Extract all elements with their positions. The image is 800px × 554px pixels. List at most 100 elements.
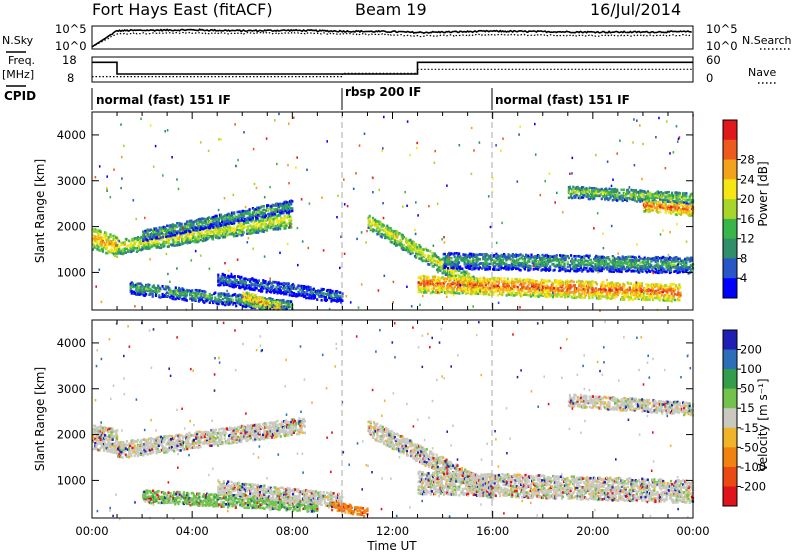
power-cell [673, 288, 677, 292]
power-cell [629, 282, 633, 285]
power-cell [227, 219, 230, 223]
power-cell [657, 294, 660, 298]
power-cell [400, 235, 403, 239]
power-cell [610, 288, 613, 292]
power-cell [471, 277, 474, 281]
power-cell [219, 228, 222, 232]
power-cell [512, 280, 515, 284]
power-cell [440, 290, 443, 293]
power-cell [494, 260, 497, 264]
power-cell [524, 281, 527, 285]
power-cell [252, 300, 255, 304]
power-cell [610, 268, 613, 271]
power-cell [513, 287, 516, 291]
power-cell [254, 231, 257, 234]
power-cell [204, 231, 207, 234]
power-cell [114, 241, 118, 245]
power-cell [627, 265, 630, 269]
power-cell [246, 298, 249, 301]
power-cell [240, 222, 243, 226]
power-cell [461, 280, 464, 283]
power-cell [664, 297, 667, 300]
power-cell [411, 245, 414, 248]
power-cell [443, 262, 446, 265]
power-cell [164, 285, 167, 288]
power-cell [468, 287, 471, 291]
power-cell [221, 302, 225, 306]
power-cell [241, 216, 245, 219]
power-cell [607, 262, 610, 266]
power-cell [156, 243, 159, 246]
power-cell [530, 253, 533, 257]
power-cell [566, 295, 569, 299]
power-cell [140, 248, 143, 252]
power-cell [568, 293, 571, 296]
power-cell [593, 195, 596, 199]
power-cell [272, 284, 275, 288]
power-cell [539, 265, 542, 268]
power-cell [567, 256, 570, 260]
power-cell [512, 266, 516, 269]
power-cell [428, 254, 431, 258]
power-cell [490, 289, 493, 293]
power-cell [264, 219, 267, 222]
power-cell [151, 292, 154, 296]
power-cell [557, 287, 560, 290]
power-cell [160, 231, 163, 234]
power-cell [483, 266, 486, 269]
power-cell [192, 233, 195, 237]
power-cell [664, 293, 667, 297]
power-cell [522, 283, 525, 286]
power-cell [634, 297, 637, 300]
power-cell [573, 194, 576, 198]
power-cell [690, 259, 693, 262]
power-cell [587, 288, 590, 291]
power-cell [189, 224, 192, 227]
power-cell [415, 243, 418, 246]
power-cell [599, 188, 602, 192]
power-cell [447, 266, 450, 270]
power-cell [463, 263, 466, 266]
power-cell [654, 283, 657, 286]
power-cell [302, 285, 306, 288]
power-cell [139, 238, 142, 242]
power-cell [174, 289, 177, 292]
power-cell [458, 252, 461, 255]
power-cell [665, 289, 668, 293]
power-cell [485, 290, 488, 294]
power-cell [621, 298, 624, 301]
power-cell [564, 256, 567, 260]
power-cell [107, 250, 110, 253]
power-cell [206, 294, 209, 298]
power-cell [611, 198, 614, 202]
power-cell [523, 261, 527, 265]
power-cell [392, 233, 396, 236]
power-cell [673, 298, 677, 302]
power-cell [207, 236, 210, 240]
power-cell [248, 278, 251, 281]
power-cell [566, 255, 569, 258]
power-cell [562, 254, 565, 257]
power-cell [145, 234, 148, 238]
power-cell [602, 280, 605, 284]
power-cell [571, 257, 574, 261]
power-cell [274, 210, 277, 214]
power-cell [228, 224, 231, 228]
power-cell [668, 294, 671, 298]
power-cell [264, 280, 267, 283]
power-cell [419, 280, 422, 283]
power-cell [196, 289, 199, 292]
power-cell [470, 265, 473, 268]
power-cell [546, 284, 549, 288]
power-cell [229, 226, 232, 230]
power-cell [599, 297, 602, 300]
power-cell [158, 233, 161, 236]
power-cell [198, 296, 202, 300]
power-cell [101, 248, 104, 251]
power-cell [284, 286, 287, 289]
power-cell [205, 238, 208, 241]
power-cell [178, 286, 181, 290]
power-cell [601, 262, 604, 266]
power-cell [672, 259, 675, 262]
power-cell [468, 267, 472, 271]
